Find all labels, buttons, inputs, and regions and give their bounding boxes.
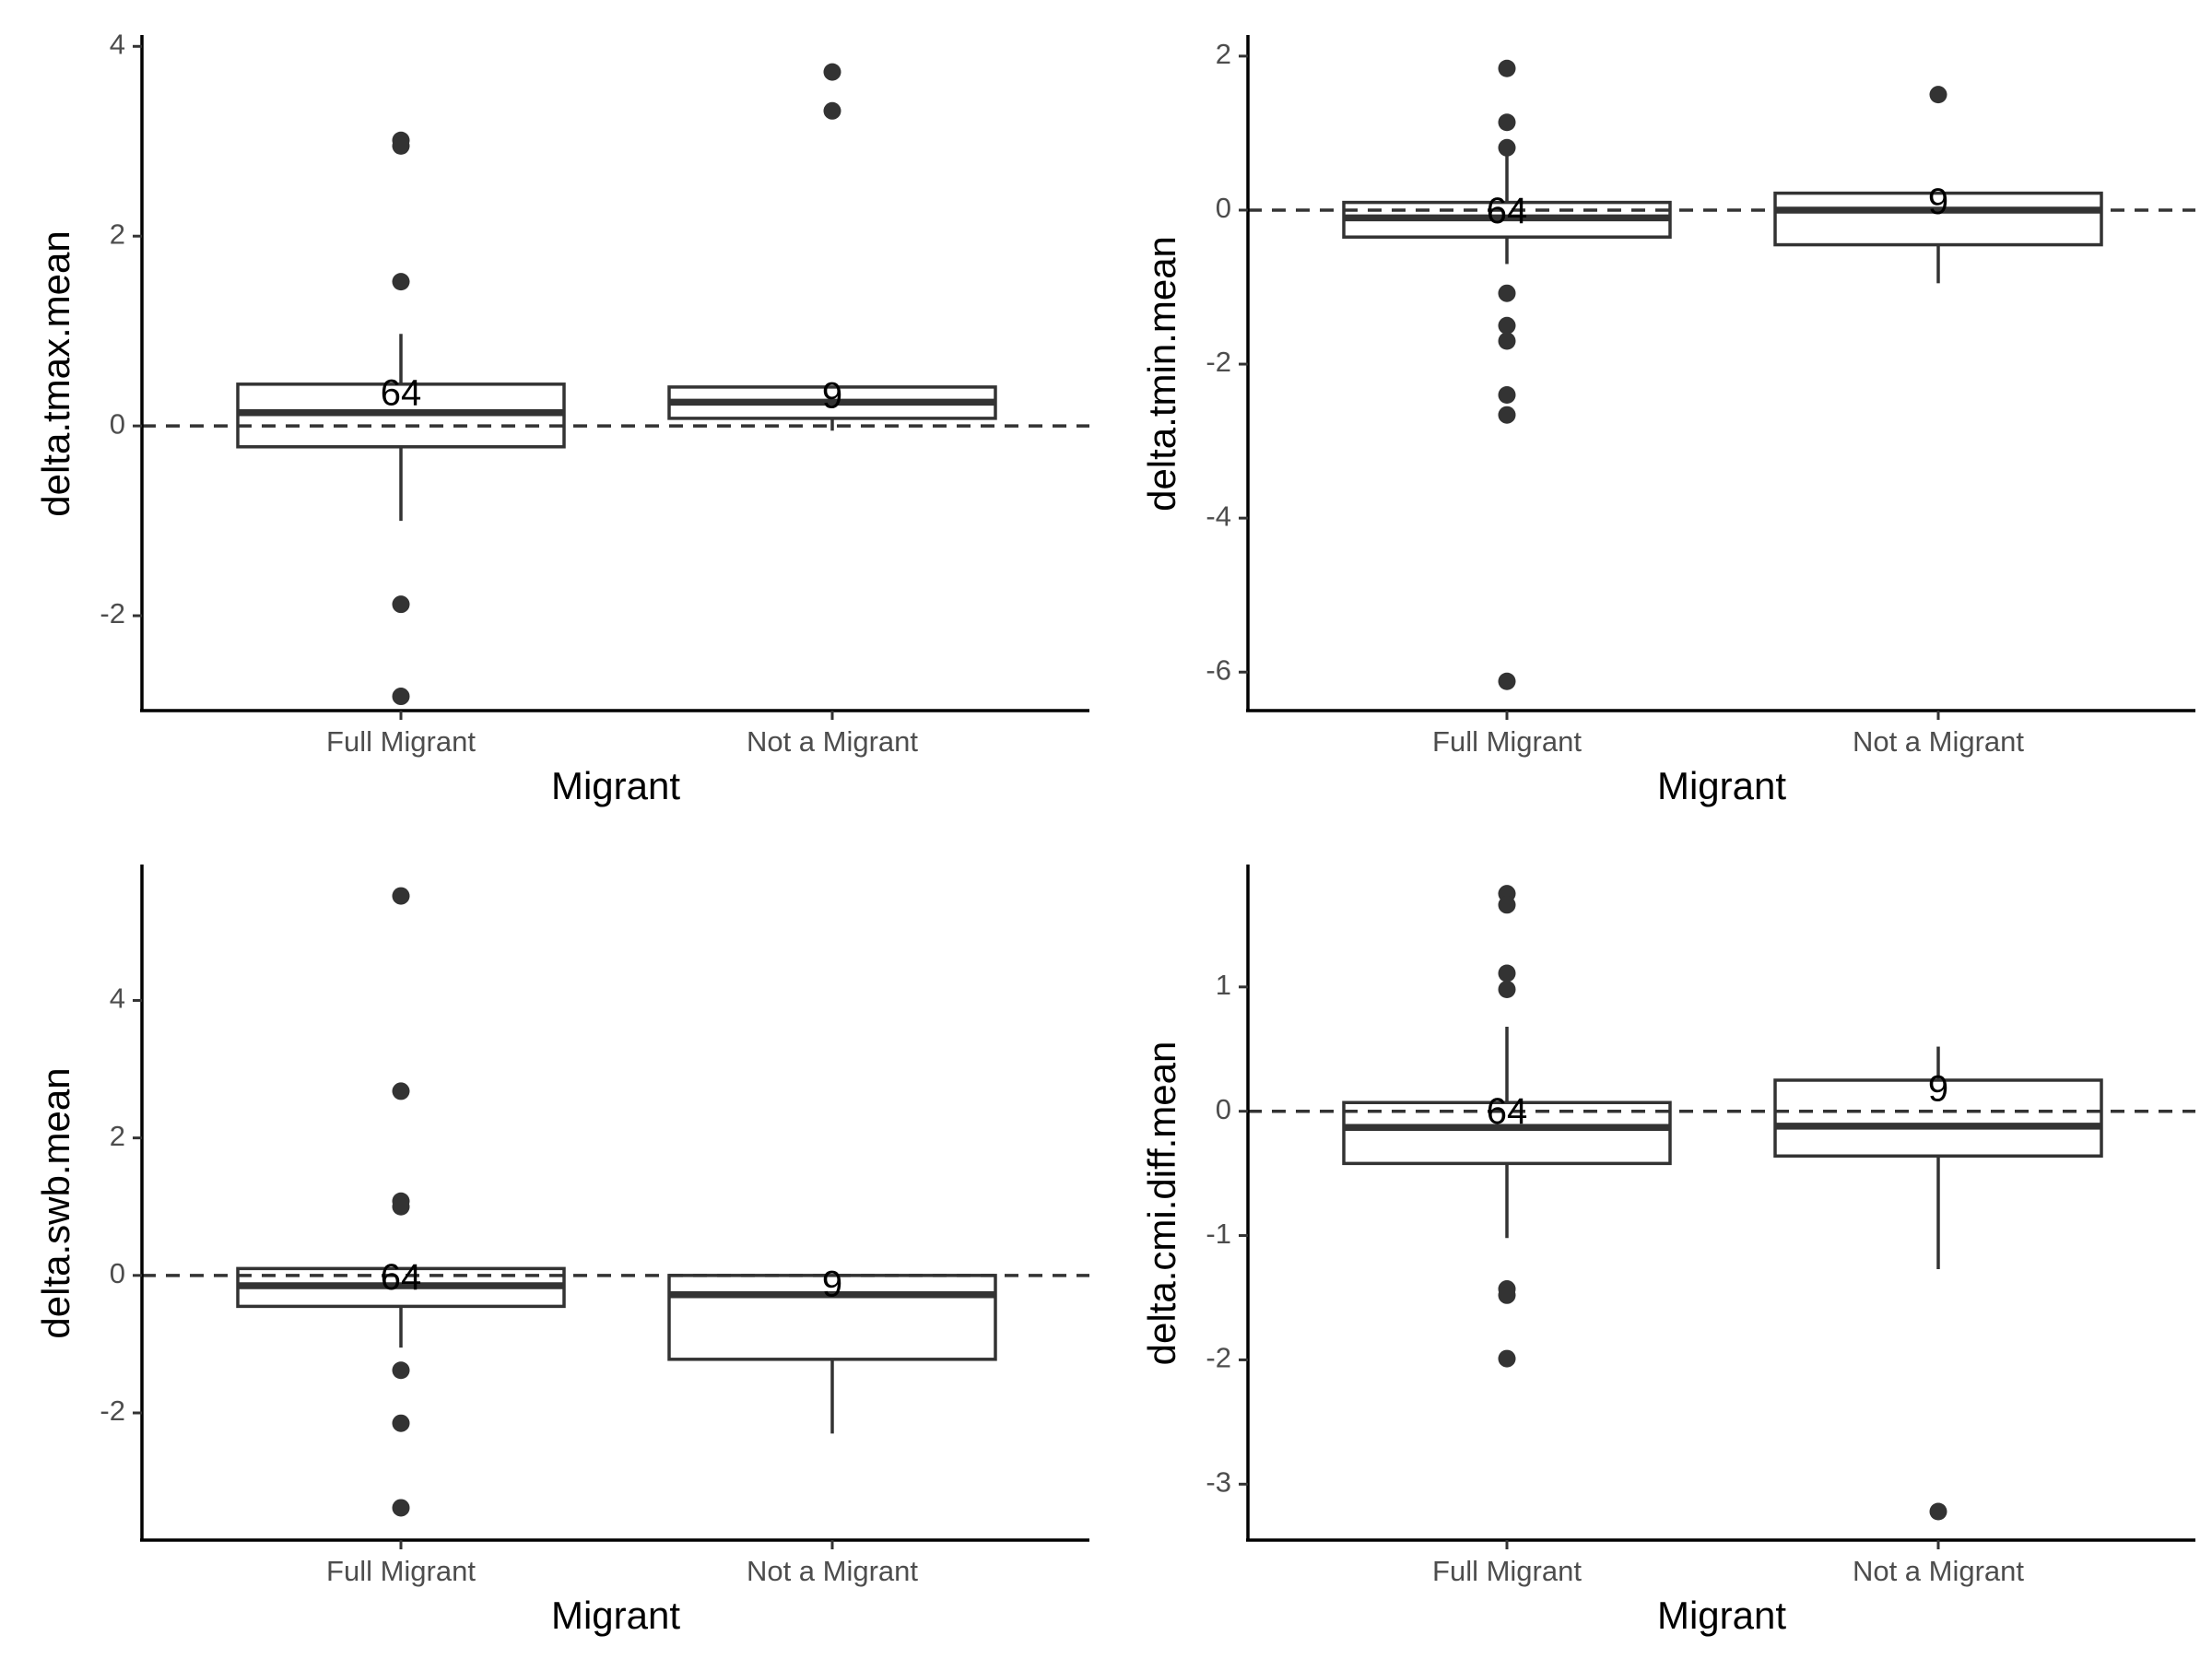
box-full-migrant: 64: [236, 887, 566, 1517]
y-axis-title: delta.swb.mean: [34, 1067, 77, 1338]
x-tick-label: Full Migrant: [1432, 1555, 1582, 1587]
box-full-migrant: 64: [236, 131, 566, 706]
y-tick-label: 2: [110, 1120, 125, 1152]
y-tick-label: 2: [1216, 38, 1231, 70]
x-tick-label: Not a Migrant: [747, 1555, 918, 1587]
y-axis-title: delta.tmin.mean: [1140, 236, 1183, 512]
outlier-point: [1498, 316, 1516, 335]
boxplot-tmin: 64 9 -6 -4 -2 0 2 Full Migrant Not a Migrant Migr…: [1140, 35, 2195, 807]
y-tick-label: 0: [110, 1257, 125, 1289]
boxplot-swb: 64 9 -2 0 2 4 Full Migrant Not a Migrant Migrant…: [34, 865, 1089, 1637]
outlier-point: [392, 595, 410, 614]
box-iqr: [1773, 191, 2103, 247]
outlier-point: [1498, 1286, 1516, 1304]
box-iqr: [1773, 1078, 2103, 1158]
y-tick-label: 4: [110, 982, 125, 1015]
x-axis-title: Migrant: [1657, 764, 1786, 807]
box-not-a-migrant: 9: [667, 63, 997, 431]
outlier-point: [1498, 385, 1516, 404]
y-tick-label: 0: [110, 407, 125, 440]
y-axis-title: delta.tmax.mean: [34, 230, 77, 517]
outlier-point: [1498, 672, 1516, 690]
n-label: 64: [1487, 191, 1528, 231]
outlier-point: [1498, 113, 1516, 132]
n-label: 9: [1928, 1069, 1948, 1110]
x-axis-title: Migrant: [1657, 1594, 1786, 1637]
panel-swb: 64 9 -2 0 2 4 Full Migrant Not a Migrant Migrant…: [0, 830, 1106, 1659]
outlier-point: [392, 887, 410, 905]
boxplot-tmax: 64 9 -2 0 2 4 Full Migrant Not a Migrant Migrant…: [34, 28, 1089, 807]
y-tick-label: -2: [1206, 346, 1231, 378]
outlier-point: [1498, 896, 1516, 914]
outlier-point: [1498, 406, 1516, 424]
outlier-point: [823, 63, 841, 81]
outlier-point: [392, 273, 410, 291]
outlier-point: [1498, 332, 1516, 350]
outlier-point: [392, 1361, 410, 1380]
y-axis-title: delta.cmi.diff.mean: [1140, 1041, 1183, 1366]
n-label: 9: [822, 375, 842, 416]
y-tick-label: -4: [1206, 500, 1231, 532]
box-iqr: [1342, 1100, 1672, 1166]
panel-tmax: 64 9 -2 0 2 4 Full Migrant Not a Migrant Migrant…: [0, 0, 1106, 830]
outlier-point: [392, 1082, 410, 1100]
outlier-point: [1929, 1502, 1947, 1521]
x-axis-title: Migrant: [551, 764, 680, 807]
box-not-a-migrant: 9: [1773, 1046, 2103, 1521]
outlier-point: [1498, 284, 1516, 302]
y-tick-label: -3: [1206, 1465, 1231, 1498]
x-tick-label: Full Migrant: [1432, 725, 1582, 758]
outlier-point: [1498, 59, 1516, 77]
y-tick-label: 4: [110, 28, 125, 60]
y-tick-label: -6: [1206, 653, 1231, 686]
outlier-point: [1929, 86, 1947, 104]
outlier-point: [1498, 964, 1516, 982]
y-tick-label: 0: [1216, 1093, 1231, 1125]
y-tick-label: -2: [100, 597, 125, 629]
y-tick-label: -2: [1206, 1342, 1231, 1374]
y-tick-label: -2: [100, 1394, 125, 1427]
y-tick-label: -1: [1206, 1218, 1231, 1250]
outlier-point: [392, 1414, 410, 1432]
outlier-point: [1498, 981, 1516, 999]
n-label: 9: [1928, 182, 1948, 222]
y-tick-label: 1: [1216, 969, 1231, 1001]
box-not-a-migrant: 9: [667, 1264, 997, 1434]
boxplot-cmi-diff: 64 9 -3 -2 -1 0 1 Full Migrant Not a Migrant Migr…: [1140, 865, 2195, 1637]
n-label: 64: [381, 372, 422, 413]
panel-cmi-diff: 64 9 -3 -2 -1 0 1 Full Migrant Not a Migrant Migr…: [1106, 830, 2212, 1659]
x-tick-label: Not a Migrant: [747, 725, 918, 758]
x-tick-label: Full Migrant: [326, 1555, 476, 1587]
outlier-point: [392, 1197, 410, 1216]
box-iqr: [667, 1274, 997, 1361]
n-label: 64: [1487, 1091, 1528, 1132]
x-tick-label: Not a Migrant: [1853, 725, 2024, 758]
outlier-point: [392, 688, 410, 706]
outlier-point: [392, 136, 410, 155]
y-tick-label: 2: [110, 218, 125, 250]
x-tick-label: Not a Migrant: [1853, 1555, 2024, 1587]
outlier-point: [823, 101, 841, 120]
outlier-point: [392, 1499, 410, 1517]
y-tick-label: 0: [1216, 192, 1231, 224]
n-label: 9: [822, 1264, 842, 1304]
x-axis-title: Migrant: [551, 1594, 680, 1637]
outlier-point: [1498, 1349, 1516, 1368]
box-not-a-migrant: 9: [1773, 86, 2103, 284]
n-label: 64: [381, 1257, 422, 1298]
x-tick-label: Full Migrant: [326, 725, 476, 758]
outlier-point: [1498, 138, 1516, 157]
panel-tmin: 64 9 -6 -4 -2 0 2 Full Migrant Not a Migrant Migr…: [1106, 0, 2212, 830]
box-full-migrant: 64: [1342, 885, 1672, 1368]
box-full-migrant: 64: [1342, 59, 1672, 690]
